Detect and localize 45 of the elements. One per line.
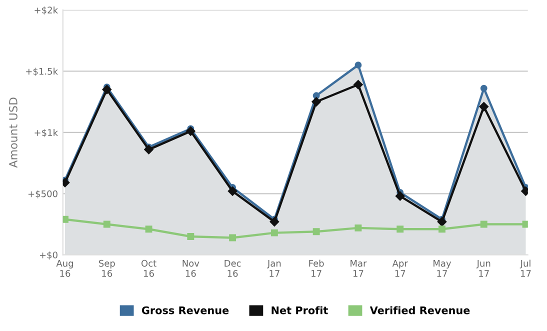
x-tick-label: Dec 16: [224, 260, 241, 277]
point: [395, 191, 405, 201]
point: [437, 217, 447, 226]
point: [480, 220, 488, 228]
point: [186, 126, 196, 136]
point: [354, 80, 363, 90]
y-tick-label: +$1.5k: [26, 68, 58, 76]
legend-label: Net Profit: [272, 306, 328, 314]
point: [270, 217, 280, 226]
y-axis-title: Amount USD: [9, 98, 18, 168]
x-tick-label: Nov 16: [182, 260, 200, 277]
point: [187, 233, 194, 240]
point: [312, 97, 321, 106]
point: [145, 226, 152, 233]
x-tick-label: Jul 17: [520, 260, 531, 277]
y-tick-label: +$1k: [34, 128, 58, 138]
y-tick-label: +$500: [28, 190, 58, 198]
legend-label: Verified Revenue: [370, 306, 470, 314]
x-tick-label: Jan 17: [267, 260, 281, 277]
point: [354, 224, 362, 232]
point: [102, 84, 112, 94]
y-tick-label: +$0: [40, 251, 58, 260]
point: [229, 234, 236, 242]
point: [354, 62, 362, 69]
point: [312, 228, 320, 236]
point: [144, 144, 154, 154]
x-tick-label: Aug 16: [56, 260, 73, 277]
point: [103, 220, 110, 228]
point: [479, 102, 488, 112]
point: [228, 186, 238, 196]
x-tick-label: Mar 17: [350, 260, 367, 277]
x-tick-label: Oct 16: [141, 260, 156, 277]
point: [396, 226, 404, 233]
point: [438, 226, 446, 233]
x-tick-label: May 17: [434, 260, 452, 277]
x-tick-label: Jun 17: [476, 260, 490, 277]
point: [312, 92, 320, 100]
x-tick-label: Feb 17: [309, 260, 324, 277]
x-tick-label: Apr 17: [392, 260, 408, 277]
point: [270, 229, 278, 236]
y-tick-label: +$2k: [34, 6, 58, 15]
point: [62, 216, 68, 223]
x-tick-label: Sep 16: [98, 260, 115, 277]
legend-label: Gross Revenue: [142, 306, 229, 314]
point: [480, 84, 488, 92]
